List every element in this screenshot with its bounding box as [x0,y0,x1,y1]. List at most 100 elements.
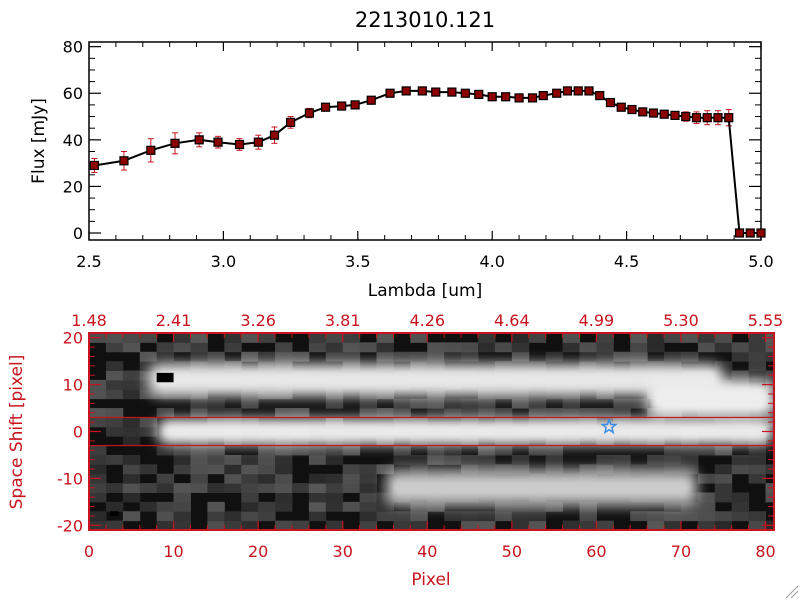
data-point [320,102,331,112]
noise-pixel [461,454,479,465]
noise-pixel [359,473,378,484]
noise-pixel [241,501,259,512]
wavelength-tick-label: 1.48 [71,311,107,330]
noise-pixel [105,426,124,437]
noise-pixel [562,342,580,353]
noise-pixel [241,520,259,530]
noise-pixel [224,333,242,343]
noise-pixel [376,501,394,512]
data-point [146,145,156,155]
noise-pixel [190,408,208,418]
noise-pixel [207,351,225,362]
data-point [627,104,637,115]
noise-pixel [325,454,344,465]
noise-pixel [444,351,462,362]
central-trace-core [164,425,767,438]
noise-pixel [680,511,699,522]
data-point [670,110,680,120]
noise-pixel [478,408,496,418]
noise-pixel [105,370,124,381]
noise-pixel [731,454,750,465]
flux-plot-frame [88,41,762,241]
noise-pixel [630,351,648,362]
pixel-tick-label: 0 [84,542,94,561]
noise-pixel [697,333,716,343]
data-point [234,139,245,150]
data-point [605,97,616,108]
noise-pixel [596,351,614,362]
y-tick-label: 20 [63,177,83,196]
noise-pixel [664,511,682,522]
data-point [552,88,562,98]
noise-pixel [393,454,411,465]
noise-pixel [731,492,750,503]
noise-pixel [528,398,547,409]
noise-pixel [461,351,479,362]
data-point [286,117,296,127]
data-point [562,86,573,96]
noise-pixel [156,351,175,362]
data-point [119,156,129,166]
pixel-tick-label: 70 [671,542,691,561]
noise-pixel [680,351,699,362]
noise-pixel [325,492,344,503]
noise-pixel [630,342,648,353]
noise-pixel [89,445,107,456]
noise-pixel [325,483,344,493]
x-tick-label: 4.5 [614,252,639,271]
noise-pixel [494,511,513,522]
noise-pixel [511,333,530,343]
noise-pixel [325,445,344,456]
data-point [648,108,659,118]
data-point [713,113,723,123]
pixel-tick-label: 40 [417,542,437,561]
resize-grip-icon[interactable] [785,585,799,599]
noise-pixel [748,520,767,530]
noise-pixel [596,333,614,343]
noise-pixel [461,511,479,522]
noise-pixel [731,511,750,522]
noise-pixel [291,445,310,456]
shift-tick-label: -10 [57,469,83,488]
pixel-tick-label: 20 [248,542,268,561]
noise-pixel [308,342,327,353]
data-point [417,86,427,96]
flux-y-axis-label: Flux [mJy] [29,98,49,184]
noise-pixel [478,342,496,353]
noise-pixel [173,501,191,512]
noise-pixel [494,501,513,512]
noise-pixel [664,445,682,456]
noise-pixel [410,351,428,362]
noise-pixel [579,501,597,512]
noise-pixel [545,351,564,362]
noise-pixel [89,408,107,418]
noise-pixel [224,454,242,465]
noise-pixel [342,473,361,484]
data-point [385,88,395,98]
noise-pixel [342,483,361,493]
noise-pixel [714,342,733,353]
noise-pixel [224,342,242,353]
noise-pixel [714,483,733,493]
noise-pixel [258,333,276,343]
noise-pixel [545,501,564,512]
data-point [724,113,734,123]
wavelength-tick-label: 4.99 [579,311,615,330]
noise-pixel [275,351,293,362]
noise-pixel [275,520,293,530]
noise-pixel [393,408,411,418]
noise-pixel [359,492,378,503]
y-tick-label: 0 [73,224,83,243]
flux-x-axis-label: Lambda [um] [368,281,482,301]
dead-pixel [156,372,174,383]
noise-pixel [89,483,107,493]
noise-pixel [697,492,716,503]
noise-pixel [105,520,124,530]
noise-pixel [325,342,344,353]
noise-pixel [105,417,124,428]
noise-pixel [342,351,361,362]
noise-pixel [511,342,530,353]
noise-pixel [427,342,445,353]
shift-tick-label: 0 [73,423,83,442]
noise-pixel [89,454,107,465]
